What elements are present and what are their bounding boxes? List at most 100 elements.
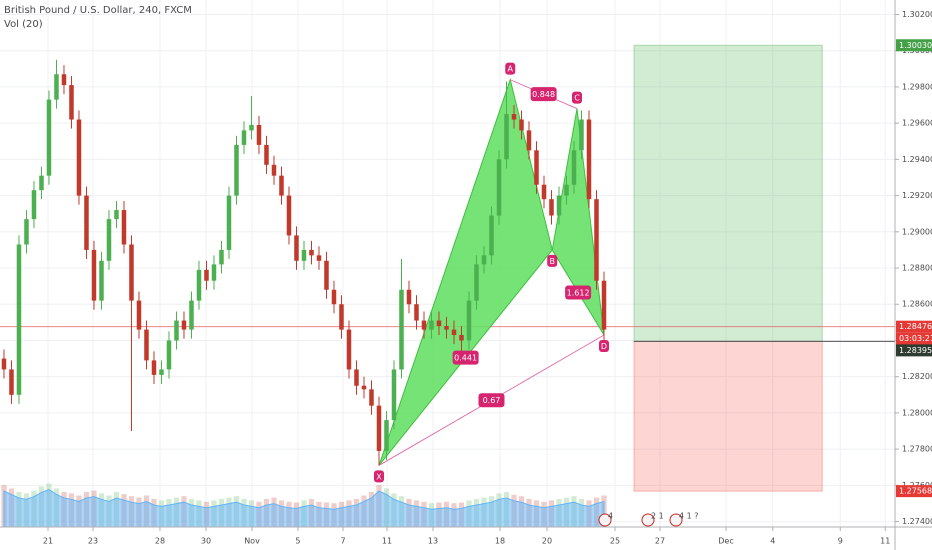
candle-body bbox=[69, 85, 74, 120]
x-tick-label: 23 bbox=[88, 537, 98, 546]
point-label: B bbox=[549, 257, 555, 266]
x-tick-label: 25 bbox=[610, 537, 620, 546]
point-badge bbox=[571, 91, 582, 104]
x-tick-label: 27 bbox=[655, 537, 665, 546]
candle-body bbox=[16, 244, 22, 395]
candle-body bbox=[31, 190, 37, 220]
ratio-badge bbox=[478, 393, 505, 408]
candle-body bbox=[526, 130, 532, 151]
entry-label: 1.28395 bbox=[899, 346, 932, 355]
candle-body bbox=[474, 264, 479, 301]
candle-body bbox=[481, 255, 487, 265]
candle-body bbox=[504, 114, 509, 160]
y-tick-label: 1.28000 bbox=[902, 408, 932, 417]
candle-body bbox=[309, 249, 314, 256]
x-tick-label: Nov bbox=[244, 537, 260, 546]
event-label: 4 1 ? bbox=[679, 512, 699, 521]
candle-body bbox=[256, 124, 262, 145]
x-tick-label: 11 bbox=[382, 537, 392, 546]
y-tick-label: 1.27800 bbox=[902, 445, 932, 454]
ratio-badge bbox=[452, 350, 479, 365]
candle-body bbox=[511, 114, 517, 120]
candle-body bbox=[324, 260, 329, 290]
candle-body bbox=[219, 249, 224, 265]
y-tick-label: 1.29600 bbox=[902, 119, 932, 128]
x-tick-label: 4 bbox=[770, 537, 775, 546]
x-tick-label: 5 bbox=[295, 537, 300, 546]
candle-body bbox=[571, 150, 577, 185]
candle-body bbox=[271, 164, 277, 176]
x-tick-label: Dec bbox=[718, 537, 733, 546]
candle-body bbox=[9, 369, 14, 395]
stop-label-bg bbox=[896, 485, 932, 498]
y-tick-label: 1.29200 bbox=[902, 191, 932, 200]
candle-body bbox=[369, 389, 374, 406]
x-tick-label: 18 bbox=[495, 537, 505, 546]
ratio-badge bbox=[565, 285, 592, 300]
y-tick-label: 1.27400 bbox=[902, 517, 932, 526]
y-tick-label: 1.29800 bbox=[902, 82, 932, 91]
candle-body bbox=[264, 144, 269, 165]
chart-title: British Pound / U.S. Dollar, 240, FXCM bbox=[4, 5, 192, 16]
x-tick-label: 30 bbox=[201, 537, 211, 546]
y-tick-label: 1.30200 bbox=[902, 10, 932, 19]
stop-label: 1.27568 bbox=[899, 487, 932, 496]
candle-body bbox=[286, 195, 292, 236]
x-tick-label: 7 bbox=[340, 537, 345, 546]
candle-body bbox=[316, 255, 322, 261]
candle-body bbox=[99, 260, 104, 301]
point-badge bbox=[547, 254, 558, 267]
x-tick-label: 21 bbox=[43, 537, 53, 546]
candle-body bbox=[121, 210, 127, 245]
candle-body bbox=[159, 369, 164, 375]
candle-body bbox=[129, 244, 134, 301]
candle-body bbox=[414, 304, 419, 321]
candle-body bbox=[279, 175, 284, 196]
y-tick-label: 1.28200 bbox=[902, 372, 932, 381]
point-label: X bbox=[376, 472, 382, 481]
candle-body bbox=[579, 119, 584, 151]
candle-body bbox=[196, 269, 202, 301]
candle-body bbox=[384, 420, 389, 451]
profit-zone bbox=[633, 44, 823, 342]
event-icon bbox=[669, 513, 683, 527]
loss-zone bbox=[633, 340, 823, 492]
candle-body bbox=[204, 269, 209, 281]
target-label-bg bbox=[896, 39, 932, 52]
candle-body bbox=[249, 124, 254, 131]
y-tick-label: 1.28800 bbox=[902, 264, 932, 273]
ratio-label: 1.612 bbox=[567, 288, 590, 297]
candle-body bbox=[61, 74, 67, 86]
point-badge bbox=[505, 62, 516, 75]
point-badge bbox=[598, 340, 609, 353]
candle-body bbox=[586, 119, 592, 200]
candle-body bbox=[594, 199, 599, 281]
candle-body bbox=[144, 329, 149, 361]
candle-body bbox=[76, 119, 82, 196]
candle-body bbox=[301, 249, 307, 261]
y-tick-label: 1.28600 bbox=[902, 300, 932, 309]
candle-body bbox=[174, 320, 179, 341]
candle-body bbox=[189, 300, 194, 330]
candle-body bbox=[1, 358, 7, 370]
candle-body bbox=[106, 219, 112, 261]
candle-body bbox=[226, 195, 232, 250]
event-label: 2 1 bbox=[651, 512, 664, 521]
candle-body bbox=[114, 210, 119, 220]
candle-body bbox=[91, 249, 97, 301]
candle-body bbox=[136, 300, 142, 330]
x-tick-label: 28 bbox=[155, 537, 165, 546]
ratio-badge bbox=[530, 87, 557, 102]
point-label: D bbox=[601, 342, 607, 351]
candle-body bbox=[421, 320, 427, 330]
countdown-label: 03:03:21 bbox=[899, 334, 932, 343]
candle-body bbox=[84, 195, 89, 250]
candle-body bbox=[211, 264, 217, 281]
candle-body bbox=[376, 405, 382, 451]
point-badge bbox=[373, 470, 384, 483]
target-label: 1.30030 bbox=[899, 41, 932, 50]
ratio-label: 0.848 bbox=[532, 90, 555, 99]
candle-body bbox=[466, 300, 472, 341]
candle-body bbox=[496, 159, 502, 216]
candle-body bbox=[549, 199, 554, 216]
